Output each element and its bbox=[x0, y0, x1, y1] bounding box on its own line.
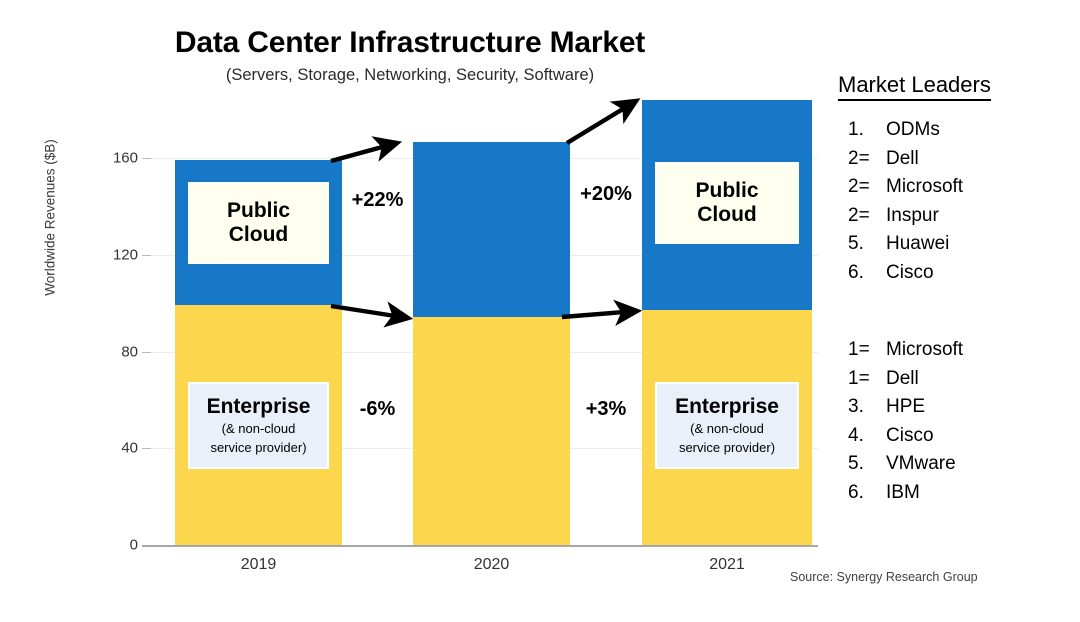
market-leader-name: Cisco bbox=[886, 424, 934, 446]
market-leader-rank: 1. bbox=[848, 119, 864, 140]
market-leader-rank: 5. bbox=[848, 233, 864, 254]
market-leader-rank: 1= bbox=[848, 367, 870, 389]
market-leader-rank: 2= bbox=[848, 147, 870, 169]
market-leader-name: HPE bbox=[886, 396, 926, 417]
market-leader-item: 5. Huawei bbox=[848, 230, 963, 259]
market-leader-name: Cisco bbox=[886, 261, 934, 283]
market-leaders-public-cloud-list: 1. ODMs 2= Dell 2= Microsoft 2= Inspur 5. Huawei 6… bbox=[848, 116, 963, 287]
public-cloud-label-line1: Public bbox=[695, 179, 759, 203]
y-tick-label: 0 bbox=[129, 536, 138, 554]
y-tick-mark bbox=[142, 254, 151, 256]
enterprise-label-line2: (& non-cloud bbox=[690, 421, 764, 437]
y-tick-label: 40 bbox=[121, 439, 138, 457]
y-axis-title: Worldwide Revenues ($B) bbox=[42, 139, 58, 296]
market-leader-item: 3. HPE bbox=[848, 393, 963, 422]
y-tick-label: 80 bbox=[121, 343, 138, 360]
market-leaders-heading: Market Leaders bbox=[838, 72, 991, 101]
source-note: Source: Synergy Research Group bbox=[790, 570, 978, 584]
market-leader-item: 5. VMware bbox=[848, 450, 963, 479]
x-axis-label-2020: 2020 bbox=[473, 556, 510, 573]
market-leader-rank: 2= bbox=[848, 176, 870, 197]
enterprise-label-line1: Enterprise bbox=[675, 394, 779, 418]
market-leader-item: 6. Cisco bbox=[848, 259, 963, 288]
enterprise-label-line2: (& non-cloud bbox=[221, 421, 296, 437]
y-tick-mark bbox=[142, 158, 151, 159]
market-leader-name: Dell bbox=[886, 147, 919, 169]
market-leader-item: 1= Dell bbox=[848, 365, 963, 394]
market-leader-item: 2= Microsoft bbox=[848, 173, 963, 202]
enterprise-label-2021: Enterprise (& non-cloud service provider… bbox=[655, 382, 799, 469]
bar-2021[interactable]: Public Cloud Enterprise (& non-cloud ser… bbox=[642, 100, 812, 545]
market-leader-item: 6. IBM bbox=[848, 479, 963, 508]
growth-label-cloud-2020-2021: +20% bbox=[580, 183, 632, 205]
y-tick-mark bbox=[142, 448, 151, 450]
market-leader-name: Inspur bbox=[886, 204, 939, 226]
bar-2019[interactable]: Public Cloud Enterprise (& non-cloud ser… bbox=[175, 160, 342, 545]
growth-label-cloud-2019-2020: +22% bbox=[351, 189, 404, 211]
bar-2020[interactable] bbox=[413, 142, 570, 545]
market-leader-name: ODMs bbox=[886, 119, 940, 140]
public-cloud-label-line1: Public bbox=[226, 199, 290, 223]
y-tick-label: 120 bbox=[112, 246, 138, 264]
market-leader-rank: 6. bbox=[848, 261, 864, 283]
market-leader-rank: 5. bbox=[848, 453, 864, 474]
growth-label-enterprise-2019-2020: -6% bbox=[359, 398, 396, 420]
public-cloud-label-line2: Cloud bbox=[697, 203, 757, 226]
enterprise-label-line3: service provider) bbox=[678, 440, 776, 456]
x-axis-label-2019: 2019 bbox=[240, 556, 277, 573]
market-leader-rank: 3. bbox=[848, 396, 864, 417]
market-leaders-enterprise-list: 1= Microsoft 1= Dell 3. HPE 4. Cisco 5. VMware 6. I… bbox=[848, 336, 963, 507]
market-leader-item: 2= Dell bbox=[848, 145, 963, 174]
public-cloud-label-line2: Cloud bbox=[228, 223, 289, 246]
enterprise-label-line3: service provider) bbox=[210, 440, 307, 456]
bar-segment-public-cloud[interactable] bbox=[413, 142, 570, 317]
public-cloud-label-2019: Public Cloud bbox=[188, 182, 329, 264]
market-leader-item: 2= Inspur bbox=[848, 202, 963, 231]
arrow-enterprise-2020-2021 bbox=[561, 299, 643, 326]
y-tick-label: 160 bbox=[112, 149, 138, 167]
market-leader-item: 4. Cisco bbox=[848, 422, 963, 451]
arrow-enterprise-2019-2020 bbox=[330, 301, 414, 328]
public-cloud-label-2021: Public Cloud bbox=[655, 162, 799, 244]
market-leader-name: Microsoft bbox=[886, 339, 964, 360]
market-leader-name: VMware bbox=[886, 453, 956, 474]
growth-label-enterprise-2020-2021: +3% bbox=[585, 398, 627, 420]
market-leader-rank: 6. bbox=[848, 481, 864, 503]
arrow-cloud-2020-2021 bbox=[565, 98, 641, 145]
market-leader-name: Huawei bbox=[886, 233, 950, 254]
market-leader-name: IBM bbox=[886, 481, 920, 503]
market-leader-name: Microsoft bbox=[886, 176, 964, 197]
market-leader-rank: 1= bbox=[848, 339, 870, 360]
market-leader-item: 1= Microsoft bbox=[848, 336, 963, 365]
y-tick-mark bbox=[142, 351, 151, 353]
enterprise-label-2019: Enterprise (& non-cloud service provider… bbox=[188, 382, 329, 469]
chart-title: Data Center Infrastructure Market bbox=[174, 26, 646, 59]
bar-segment-enterprise[interactable] bbox=[413, 317, 570, 545]
market-leader-item: 1. ODMs bbox=[848, 116, 963, 145]
x-axis-line bbox=[142, 545, 818, 547]
chart-subtitle: (Servers, Storage, Networking, Security,… bbox=[225, 66, 595, 84]
x-axis-label-2021: 2021 bbox=[709, 556, 745, 573]
market-leader-name: Dell bbox=[886, 367, 919, 389]
market-leader-rank: 2= bbox=[848, 204, 870, 226]
market-leader-rank: 4. bbox=[848, 424, 864, 446]
enterprise-label-line1: Enterprise bbox=[206, 394, 311, 418]
